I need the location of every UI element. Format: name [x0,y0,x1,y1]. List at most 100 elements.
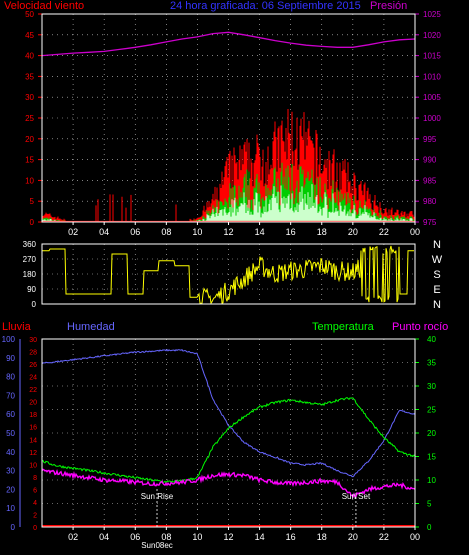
panel3-ytick-humidity-label: 60 [6,410,15,419]
panel3-xtick-label: 14 [255,532,265,542]
temperature-label: Temperatura [312,321,375,333]
panel3-ytick-temp-label: 15 [427,453,436,462]
panel1-xtick-label: 10 [192,227,202,237]
panel1-ytick-left-label: 0 [30,218,35,227]
panel3-ytick-rain-label: 8 [33,475,37,482]
panel2-ytick-label: 270 [23,255,37,264]
panel3-ytick-humidity-label: 0 [11,523,16,532]
panel3-xtick-label: 22 [379,532,389,542]
panel3-ytick-temp-label: 30 [427,382,436,391]
panel3-ytick-humidity-label: 70 [6,391,15,400]
panel3-ytick-rain-label: 4 [33,500,37,507]
panel1-ytick-left-label: 50 [25,10,34,19]
panel1-ytick-right-label: 980 [423,197,437,206]
panel1-xtick-label: 20 [348,227,358,237]
panel3-ytick-temp-label: 35 [427,359,436,368]
panel1-ytick-left-label: 35 [25,72,34,81]
panel1-xtick-label: 06 [130,227,140,237]
panel2-ytick-label: 360 [23,240,37,249]
dewpoint-series-line [41,468,416,499]
panel3-ytick-rain-label: 14 [29,437,37,444]
panel3-ytick-humidity-label: 80 [6,373,15,382]
panel3-xtick-label: 16 [286,532,296,542]
panel3-ytick-temp-label: 10 [427,476,436,485]
panel3-ytick-rain-label: 10 [29,462,37,469]
panel1-ytick-left-label: 30 [25,93,34,102]
panel3-ytick-rain-label: 24 [29,375,37,382]
panel3-ytick-temp-label: 5 [427,500,432,509]
panel3-xtick-label: 12 [223,532,233,542]
temperature-series-line [41,397,416,484]
panel3-ytick-temp-label: 40 [427,335,436,344]
compass-label: S [433,269,440,281]
panel1-ytick-right-label: 1025 [423,10,441,19]
panel3-xtick-label: 10 [192,532,202,542]
panel1-ytick-left-label: 45 [25,31,34,40]
panel3-xtick-label: 08 [161,532,171,542]
panel2-ytick-label: 0 [32,300,37,309]
panel1-ytick-left-label: 40 [25,52,34,61]
sun-marker-label: Sun Set [342,492,371,501]
humidity-series-line [41,348,416,478]
pressure-label: Presión [370,0,407,12]
panel1-ytick-right-label: 1005 [423,93,441,102]
panel3-ytick-humidity-label: 100 [2,335,16,344]
wind-speed-label: Velocidad viento [4,0,84,12]
sun-marker-axis-label: Sun08ec [141,541,173,550]
panel3-ytick-rain-label: 22 [29,387,37,394]
rain-label: Lluvia [2,321,32,333]
panel1-xtick-label: 02 [68,227,78,237]
panel3-ytick-rain-label: 30 [29,337,37,344]
wind-direction-line [42,245,414,305]
panel1-xtick-label: 18 [317,227,327,237]
compass-label: N [433,239,441,251]
panel3-xtick-label: 20 [348,532,358,542]
panel3-ytick-rain-label: 6 [33,487,37,494]
panel3-ytick-humidity-label: 30 [6,467,15,476]
panel1-ytick-left-label: 10 [25,176,34,185]
panel3-ytick-rain-label: 28 [29,350,37,357]
panel3-ytick-humidity-label: 20 [6,485,15,494]
humidity-label: Humedad [67,321,115,333]
panel2-ytick-label: 90 [27,285,36,294]
panel1-ytick-left-label: 25 [25,114,34,123]
panel3-xtick-label: 06 [130,532,140,542]
panel1-ytick-left-label: 20 [25,135,34,144]
chart-title: 24 hora graficada: 06 Septiembre 2015 [170,0,361,12]
panel1-xtick-label: 08 [161,227,171,237]
panel1-ytick-right-label: 1020 [423,31,441,40]
panel2-ytick-label: 180 [23,270,37,279]
panel3-ytick-rain-label: 12 [29,450,37,457]
compass-label: E [433,284,440,296]
panel1-ytick-right-label: 1000 [423,114,441,123]
panel1-ytick-right-label: 1010 [423,72,441,81]
panel3-xtick-label: 18 [317,532,327,542]
panel3-xtick-label: 04 [99,532,109,542]
panel3-ytick-rain-label: 26 [29,362,37,369]
panel3-ytick-rain-label: 20 [29,400,37,407]
panel3-ytick-humidity-label: 40 [6,448,15,457]
panel3-ytick-humidity-label: 10 [6,504,15,513]
panel1-xtick-label: 16 [286,227,296,237]
compass-label: W [432,254,443,266]
panel3-ytick-humidity-label: 90 [6,354,15,363]
panel1-xtick-label: 12 [223,227,233,237]
panel3-xtick-label: 02 [68,532,78,542]
panel1-ytick-left-label: 15 [25,156,34,165]
pressure-series-line [41,31,416,57]
panel3-ytick-humidity-label: 50 [6,429,15,438]
panel3-ytick-rain-label: 16 [29,425,37,432]
panel2-frame [41,243,416,305]
panel3-ytick-temp-label: 20 [427,429,436,438]
panel1-xtick-label: 14 [255,227,265,237]
panel1-ytick-right-label: 995 [423,135,437,144]
dewpoint-label: Punto rocío [392,321,448,333]
panel1-xtick-label: 00 [410,227,420,237]
panel1-ytick-right-label: 990 [423,156,437,165]
panel3-ytick-temp-label: 0 [427,523,432,532]
panel1-xtick-label: 22 [379,227,389,237]
panel3-ytick-rain-label: 18 [29,412,37,419]
compass-label: N [433,299,441,311]
